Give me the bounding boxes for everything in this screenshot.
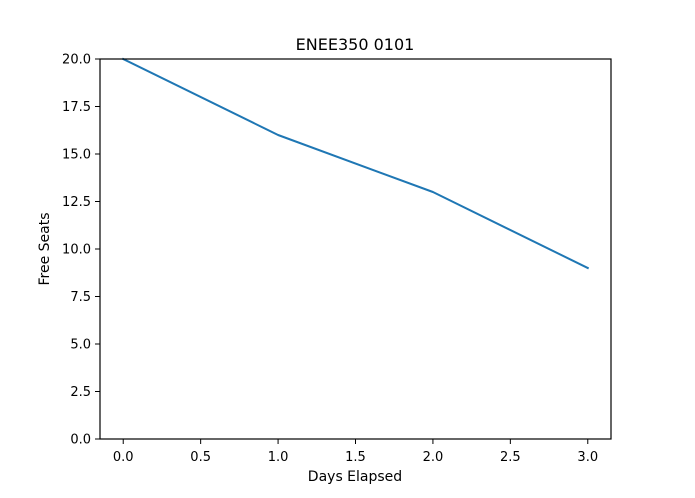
y-axis: 0.0 2.5 5.0 7.5 10.0 12.5 15.0 17.5 20.0 [62, 53, 100, 448]
x-tick-label: 0.5 [190, 450, 211, 465]
y-tick-label: 5.0 [70, 338, 91, 353]
x-tick-label: 0.0 [113, 450, 134, 465]
y-tick-label: 10.0 [62, 243, 91, 258]
y-axis-label: Free Seats [37, 212, 53, 285]
x-tick-label: 3.0 [577, 450, 598, 465]
x-tick-label: 1.5 [345, 450, 366, 465]
y-tick-label: 7.5 [70, 290, 91, 305]
x-tick-label: 2.5 [500, 450, 521, 465]
series-line-0 [121, 57, 590, 270]
x-tick-label: 1.0 [268, 450, 289, 465]
y-tick-label: 17.5 [62, 100, 91, 115]
y-tick-label: 12.5 [62, 195, 91, 210]
y-tick-label: 15.0 [62, 148, 91, 163]
y-tick-label: 2.5 [70, 385, 91, 400]
y-tick-label: 20.0 [62, 53, 91, 68]
y-tick-label: 0.0 [70, 433, 91, 448]
series-layer [121, 57, 590, 270]
plot-frame [99, 58, 612, 440]
x-tick-label: 2.0 [423, 450, 444, 465]
chart-title: ENEE350 0101 [296, 35, 415, 54]
x-axis: 0.0 0.5 1.0 1.5 2.0 2.5 3.0 [113, 439, 598, 465]
x-axis-label: Days Elapsed [308, 469, 402, 485]
